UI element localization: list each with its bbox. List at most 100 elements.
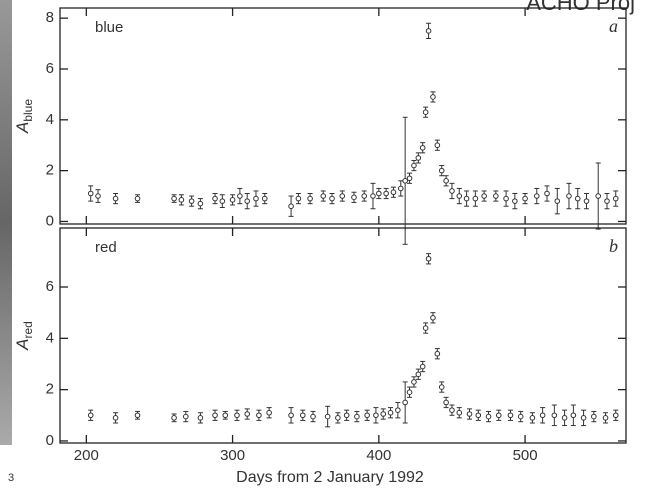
data-point — [299, 412, 306, 419]
y-axis-label: Ablue — [13, 99, 35, 134]
data-point — [463, 195, 470, 202]
data-point — [219, 198, 226, 204]
data-point — [419, 363, 426, 370]
data-point — [539, 412, 546, 419]
data-point — [354, 413, 360, 420]
y-axis-label-sub: blue — [21, 99, 35, 122]
data-point — [422, 325, 429, 331]
data-point — [411, 379, 417, 385]
data-point — [449, 188, 455, 194]
x-axis-label: Days from 2 January 1992 — [236, 469, 424, 486]
data-point — [395, 407, 401, 413]
x-tick-label: 400 — [366, 447, 391, 464]
data-point — [390, 189, 397, 196]
data-point — [397, 185, 404, 192]
data-point — [595, 193, 602, 199]
y-tick-label: 0 — [46, 212, 54, 229]
data-point — [583, 198, 590, 204]
data-point — [529, 415, 536, 421]
panel-letter: b — [609, 236, 618, 256]
data-point — [566, 193, 572, 199]
data-point — [171, 415, 177, 421]
data-point — [507, 412, 514, 419]
data-point — [288, 203, 294, 210]
data-point — [602, 415, 609, 421]
data-point — [320, 193, 327, 199]
data-point — [182, 413, 189, 420]
data-point — [434, 142, 441, 149]
data-point — [178, 197, 185, 203]
data-point — [544, 190, 550, 197]
x-tick-label: 300 — [220, 447, 245, 464]
data-point — [425, 255, 432, 262]
data-point — [234, 412, 240, 419]
data-point — [112, 415, 119, 421]
y-axis-label-sub: red — [21, 321, 35, 338]
data-point — [475, 412, 482, 419]
data-point — [364, 412, 370, 419]
data-point — [339, 193, 346, 199]
y-tick-label: 4 — [46, 111, 54, 128]
x-tick-label: 500 — [513, 447, 538, 464]
data-point — [495, 412, 502, 419]
data-point — [351, 194, 357, 201]
data-point — [310, 413, 316, 420]
panel-label: red — [95, 239, 117, 256]
data-point — [171, 195, 177, 202]
data-point — [430, 314, 436, 321]
data-point — [370, 193, 376, 199]
data-point — [612, 195, 619, 202]
data-point — [466, 411, 473, 417]
y-axis-label-main: A — [13, 122, 32, 134]
data-point — [419, 144, 426, 151]
data-point — [112, 195, 119, 202]
data-point — [443, 399, 449, 406]
data-point — [295, 195, 302, 202]
data-point — [244, 411, 251, 417]
data-point — [197, 415, 204, 421]
data-point — [493, 193, 499, 199]
data-point — [134, 412, 141, 419]
data-point — [324, 413, 331, 420]
y-tick-label: 8 — [46, 9, 54, 26]
data-point — [402, 399, 408, 406]
x-tick-label: 200 — [74, 447, 99, 464]
y-tick-label: 0 — [46, 432, 54, 449]
data-point — [438, 384, 445, 390]
panel-label: blue — [95, 19, 123, 36]
data-point — [329, 195, 335, 202]
data-point — [503, 195, 509, 202]
data-point — [212, 412, 218, 419]
data-point — [406, 175, 413, 182]
data-point — [472, 195, 479, 202]
data-point — [380, 411, 387, 417]
data-point — [422, 109, 429, 115]
data-point — [87, 412, 94, 419]
data-point — [411, 162, 417, 169]
data-point — [307, 195, 313, 202]
data-point — [288, 412, 294, 419]
data-point — [612, 412, 619, 419]
data-point — [438, 167, 445, 174]
y-tick-label: 6 — [46, 60, 54, 77]
data-point — [415, 371, 422, 378]
data-point — [425, 28, 432, 34]
data-point — [512, 198, 518, 204]
data-point — [134, 195, 141, 202]
data-point — [485, 413, 492, 420]
y-axis-label: Ared — [13, 321, 35, 351]
y-tick-label: 2 — [46, 381, 54, 398]
data-point — [522, 195, 528, 202]
plot-frame — [59, 227, 627, 444]
data-point — [266, 409, 272, 416]
corner-fragment: 3 — [8, 472, 14, 484]
data-point — [402, 178, 408, 184]
data-point — [361, 193, 368, 199]
y-axis-label-main: A — [13, 339, 32, 351]
y-tick-label: 2 — [46, 162, 54, 179]
data-point — [237, 193, 243, 199]
data-point — [443, 178, 449, 184]
data-point — [533, 193, 540, 199]
y-tick-label: 6 — [46, 278, 54, 295]
y-tick-label: 4 — [46, 329, 54, 346]
